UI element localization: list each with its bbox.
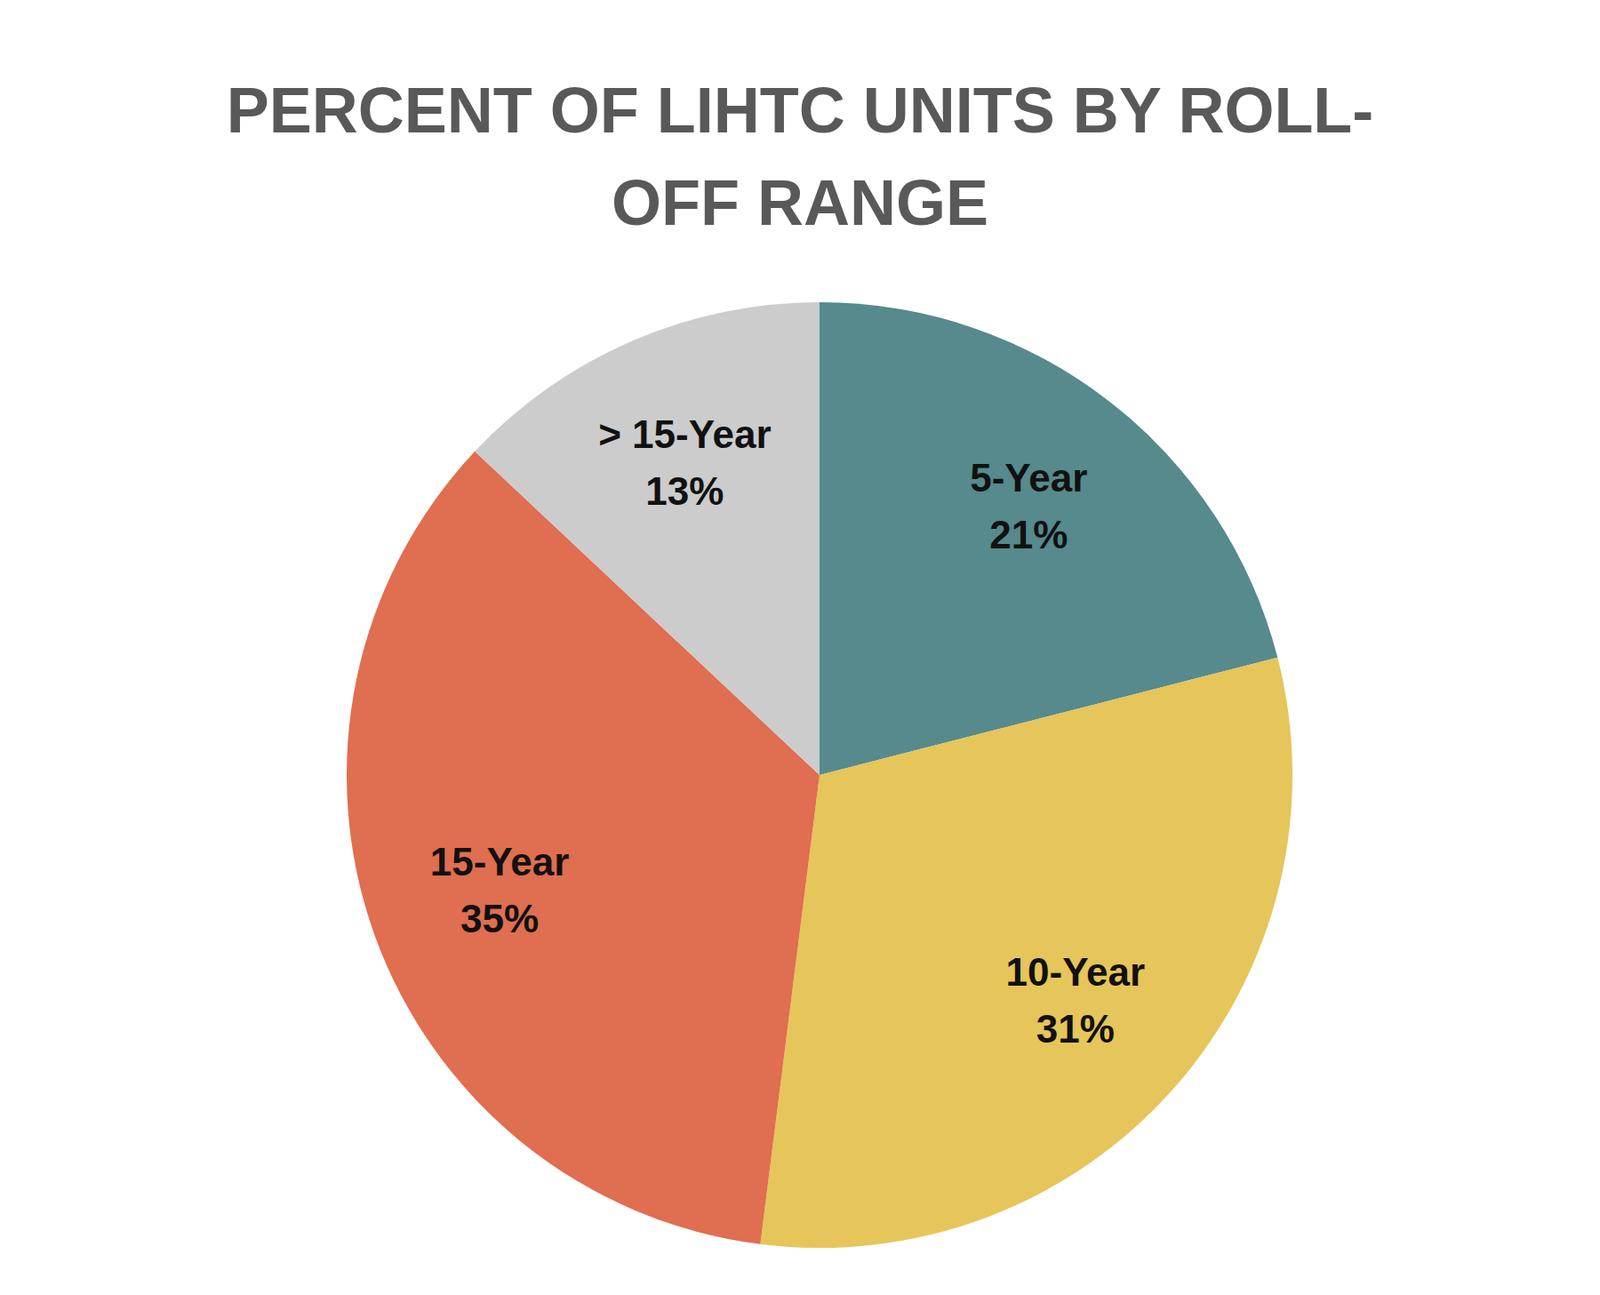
svg-text:15-Year: 15-Year bbox=[430, 840, 570, 884]
svg-text:13%: 13% bbox=[645, 469, 724, 513]
svg-text:35%: 35% bbox=[460, 896, 539, 941]
svg-text:> 15-Year: > 15-Year bbox=[598, 412, 772, 456]
svg-text:5-Year: 5-Year bbox=[969, 456, 1088, 500]
svg-text:31%: 31% bbox=[1036, 1007, 1115, 1051]
html-text:PERCENT OF LIHTC UNITS BY ROLL: PERCENT OF LIHTC UNITS BY ROLL-OFF RANGE bbox=[226, 74, 1374, 239]
svg-text:10-Year: 10-Year bbox=[1006, 950, 1146, 994]
svg-text:21%: 21% bbox=[989, 512, 1068, 557]
